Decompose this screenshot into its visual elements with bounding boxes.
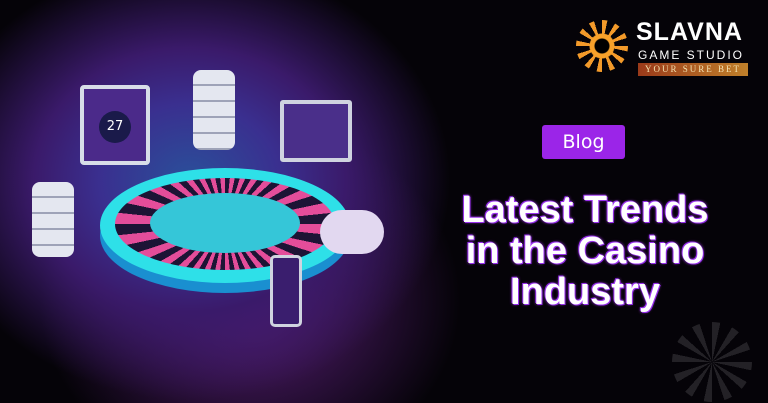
logo-tagline: YOUR SURE BET bbox=[638, 63, 748, 76]
headline-line: Latest Trends bbox=[461, 189, 709, 231]
monitor-number: 27 bbox=[99, 111, 131, 143]
headline-line: in the Casino bbox=[465, 230, 705, 272]
server-icon bbox=[193, 70, 235, 150]
monitor-illustration: 27 bbox=[80, 85, 150, 165]
headline-line: Industry bbox=[510, 271, 660, 313]
database-icon bbox=[32, 182, 74, 257]
cloud-icon bbox=[320, 210, 384, 254]
phone-icon bbox=[270, 255, 302, 327]
blog-badge: Blog bbox=[542, 125, 625, 159]
logo-subtitle: GAME STUDIO bbox=[638, 48, 745, 62]
slavna-logo: SLAVNA GAME STUDIO YOUR SURE BET bbox=[574, 18, 764, 78]
roulette-center bbox=[150, 193, 300, 253]
logo-brand: SLAVNA bbox=[636, 18, 743, 46]
headline: Latest Trends in the Casino Industry bbox=[420, 190, 750, 313]
laptop-icon bbox=[280, 100, 352, 162]
sun-watermark-icon bbox=[672, 322, 752, 402]
sun-logo-icon bbox=[576, 20, 628, 72]
